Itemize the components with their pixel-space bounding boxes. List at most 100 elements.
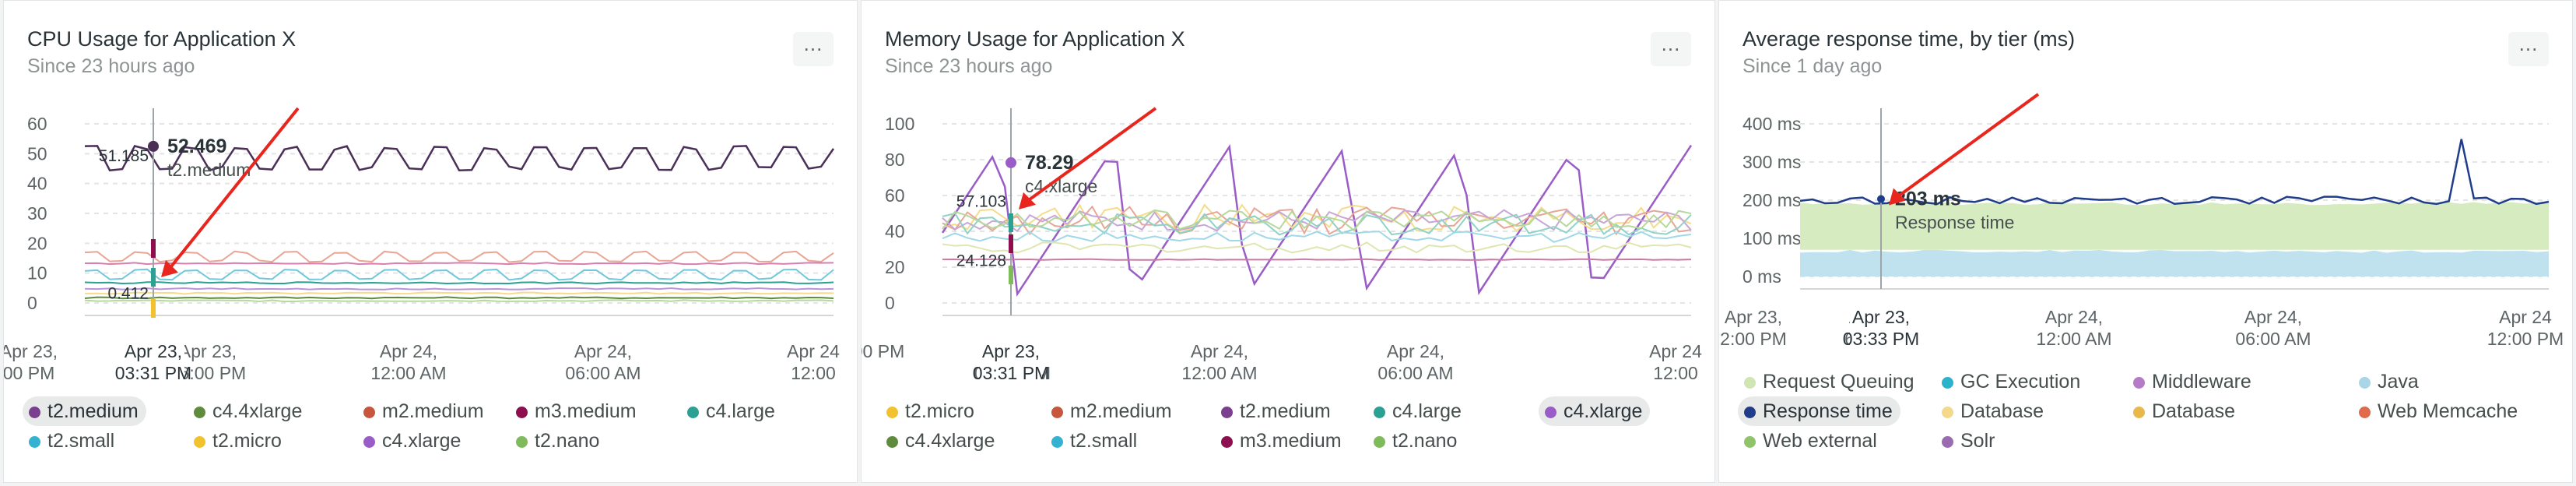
legend-item-t2-nano[interactable]: t2.nano [1367, 426, 1465, 456]
legend-item-m3-medium[interactable]: m3.medium [510, 396, 644, 426]
hover-series-mark [1009, 213, 1013, 232]
legend-item-t2-small[interactable]: t2.small [1045, 426, 1145, 456]
series-line-m2-medium[interactable] [942, 205, 1692, 236]
legend-item-t2-micro[interactable]: t2.micro [188, 426, 290, 456]
legend-item-m3-medium[interactable]: m3.medium [1215, 426, 1349, 456]
legend-label: Database [2152, 400, 2236, 422]
series-line-c4-xlarge[interactable] [941, 143, 1693, 298]
legend-item-web-external[interactable]: Web external [1738, 426, 1885, 456]
legend-item-database[interactable]: Database [2127, 396, 2243, 426]
x-tick-time: 06:00 AM [565, 363, 640, 383]
y-tick-label: 0 [885, 293, 895, 313]
panel-title: Memory Usage for Application X [885, 27, 1185, 51]
hover-time: 03:33 PM [1843, 329, 1919, 349]
hover-point [1877, 195, 1885, 203]
series-line-m3-medium[interactable] [942, 258, 1692, 261]
area-request-queuing [1800, 202, 2549, 250]
legend-color-dot [1374, 407, 1385, 418]
hover-left-value: 0.412 [107, 284, 149, 302]
x-tick-time: 12:00 PM [2487, 329, 2564, 349]
hover-series-mark [151, 268, 156, 287]
legend-item-t2-medium[interactable]: t2.medium [1215, 396, 1339, 426]
legend-label: c4.xlarge [1563, 400, 1643, 422]
hover-series-mark [151, 239, 156, 258]
legend-label: Solr [1960, 430, 1995, 452]
legend-item-c4-large[interactable]: c4.large [681, 396, 783, 426]
legend-item-c4-large[interactable]: c4.large [1367, 396, 1469, 426]
series-line-t2-nano[interactable] [84, 299, 834, 303]
y-tick-label: 60 [27, 114, 47, 134]
series-line-m2-medium[interactable] [84, 250, 834, 263]
legend-item-web-memcache[interactable]: Web Memcache [2353, 396, 2525, 426]
series-line-c4-large[interactable] [942, 212, 1692, 236]
hover-left-value: 51.185 [99, 147, 149, 165]
legend-item-m2-medium[interactable]: m2.medium [357, 396, 492, 426]
legend-color-dot [1744, 436, 1756, 448]
hover-series-name: t2.medium [167, 160, 251, 180]
panel-menu-button[interactable]: ... [2508, 32, 2549, 66]
hover-label-bg [122, 337, 184, 386]
series-line-t2-medium[interactable] [942, 209, 1692, 233]
legend-item-t2-small[interactable]: t2.small [23, 426, 122, 456]
legend-color-dot [1374, 436, 1385, 448]
legend-label: Request Queuing [1763, 371, 1914, 393]
x-tick-time: 06:00 AM [2235, 329, 2311, 349]
series-line-c4-4xlarge[interactable] [942, 209, 1692, 232]
legend-color-dot [1221, 436, 1233, 448]
series-line-c4-4xlarge[interactable] [84, 296, 834, 300]
x-tick-time: 06:00 AM [1377, 363, 1453, 383]
legend-item-middleware[interactable]: Middleware [2127, 367, 2259, 396]
legend-label: t2.micro [905, 400, 974, 422]
series-line-c4-xlarge[interactable] [84, 287, 834, 291]
legend-item-solr[interactable]: Solr [1936, 426, 2002, 456]
legend-color-dot [194, 436, 205, 448]
y-tick-label: 100 ms [1742, 228, 1801, 248]
panel-menu-button[interactable]: ... [1651, 32, 1691, 66]
series-line-m3-medium[interactable] [84, 262, 834, 266]
legend-item-database[interactable]: Database [1936, 396, 2051, 426]
legend-color-dot [1221, 407, 1233, 418]
series-line-c4-large[interactable] [84, 281, 834, 285]
legend-item-t2-nano[interactable]: t2.nano [510, 426, 607, 456]
legend-item-t2-micro[interactable]: t2.micro [880, 396, 982, 426]
series-line-t2-medium[interactable] [84, 145, 835, 172]
response-time-panel: Average response time, by tier (ms) Sinc… [1718, 0, 2573, 483]
legend-item-c4-4xlarge[interactable]: c4.4xlarge [188, 396, 310, 426]
legend-item-m2-medium[interactable]: m2.medium [1045, 396, 1180, 426]
y-tick-label: 0 ms [1742, 266, 1781, 287]
series-line-t2-micro[interactable] [84, 291, 834, 295]
legend-color-dot [886, 436, 898, 448]
hover-label-bg [1850, 303, 1912, 351]
x-tick-time: 12:00 AM [1181, 363, 1257, 383]
legend-item-java[interactable]: Java [2353, 367, 2427, 396]
legend-item-response-time[interactable]: Response time [1738, 396, 1900, 426]
series-line-t2-small[interactable] [84, 268, 834, 281]
legend-color-dot [1051, 407, 1063, 418]
panel-menu-button[interactable]: ... [793, 32, 834, 66]
x-tick-date: Apr 24 [1649, 341, 1702, 361]
legend-color-dot [2133, 377, 2145, 389]
series-line-response-time[interactable] [1799, 139, 2550, 206]
x-tick-date: Apr 23, [1725, 307, 1782, 327]
legend-item-c4-4xlarge[interactable]: c4.4xlarge [880, 426, 1002, 456]
hover-series-mark [151, 299, 156, 318]
panel-subtitle: Since 23 hours ago [885, 55, 1053, 77]
legend-item-c4-xlarge[interactable]: c4.xlarge [357, 426, 469, 456]
y-tick-label: 60 [885, 185, 905, 206]
x-tick-date: 00 PM [862, 341, 904, 361]
series-line-t2-nano[interactable] [942, 241, 1692, 254]
hover-time: 03:31 PM [973, 363, 1049, 383]
legend-color-dot [1051, 436, 1063, 448]
legend-item-t2-medium[interactable]: t2.medium [23, 396, 146, 426]
legend-item-request-queuing[interactable]: Request Queuing [1738, 367, 1922, 396]
cpu-usage-panel: CPU Usage for Application X Since 23 hou… [3, 0, 858, 483]
legend-color-dot [194, 407, 205, 418]
series-line-t2-small[interactable] [942, 231, 1692, 243]
legend-label: m2.medium [382, 400, 484, 422]
legend-color-dot [1744, 407, 1756, 418]
legend-item-c4-xlarge[interactable]: c4.xlarge [1539, 396, 1651, 426]
legend-item-gc-execution[interactable]: GC Execution [1936, 367, 2088, 396]
